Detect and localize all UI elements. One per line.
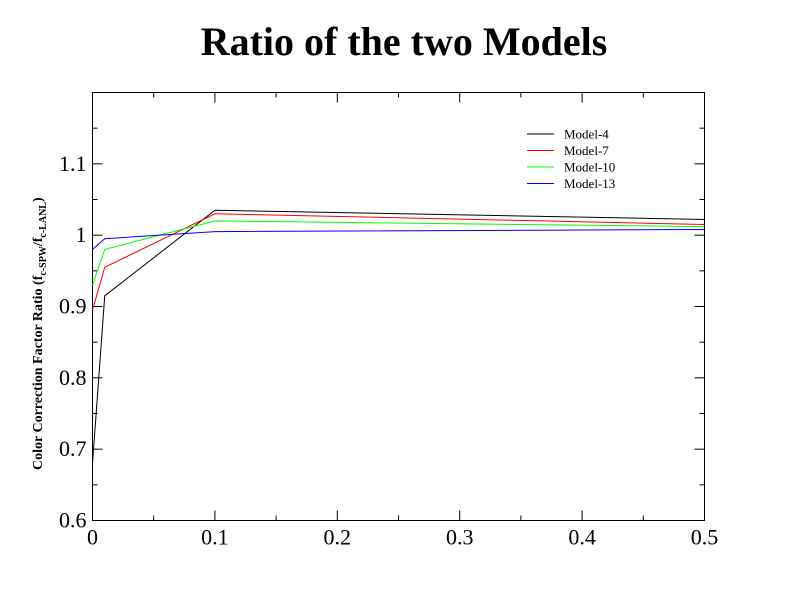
x-tick-label: 0.3	[446, 525, 474, 550]
y-tick-label: 0.6	[59, 508, 87, 533]
y-tick-label: 1.1	[59, 151, 87, 176]
x-tick-label: 0	[87, 525, 98, 550]
x-tick-label: 0.4	[568, 525, 596, 550]
legend-item: Model-4	[527, 127, 609, 142]
x-tick-labels: 0 0.1 0.2 0.3 0.4 0.5	[87, 525, 718, 550]
y-tick-label: 0.8	[59, 365, 87, 390]
y-tick-label: 1	[76, 222, 87, 247]
axis-ticks	[92, 92, 705, 521]
y-axis-label: Color Correction Factor Ratio (fc-SPW/fc…	[31, 197, 49, 470]
x-tick-label: 0.2	[324, 525, 352, 550]
series-line-model-7	[92, 213, 705, 311]
legend-label: Model-10	[564, 160, 615, 175]
legend-label: Model-13	[564, 176, 615, 191]
series-line-model-13	[92, 228, 705, 250]
y-tick-labels: 0.6 0.7 0.8 0.9 1 1.1	[59, 151, 87, 533]
series-line-model-4	[92, 209, 705, 464]
y-tick-label: 0.9	[59, 294, 87, 319]
legend-item: Model-7	[527, 143, 609, 158]
plot-frame	[92, 92, 705, 521]
x-tick-label: 0.5	[691, 525, 719, 550]
legend-item: Model-13	[527, 176, 615, 191]
legend-label: Model-4	[564, 127, 609, 142]
chart-title: Ratio of the two Models	[201, 19, 608, 64]
legend-item: Model-10	[527, 160, 615, 175]
legend-label: Model-7	[564, 143, 609, 158]
y-tick-label: 0.7	[59, 436, 87, 461]
x-tick-label: 0.1	[201, 525, 229, 550]
series-lines	[92, 209, 705, 464]
